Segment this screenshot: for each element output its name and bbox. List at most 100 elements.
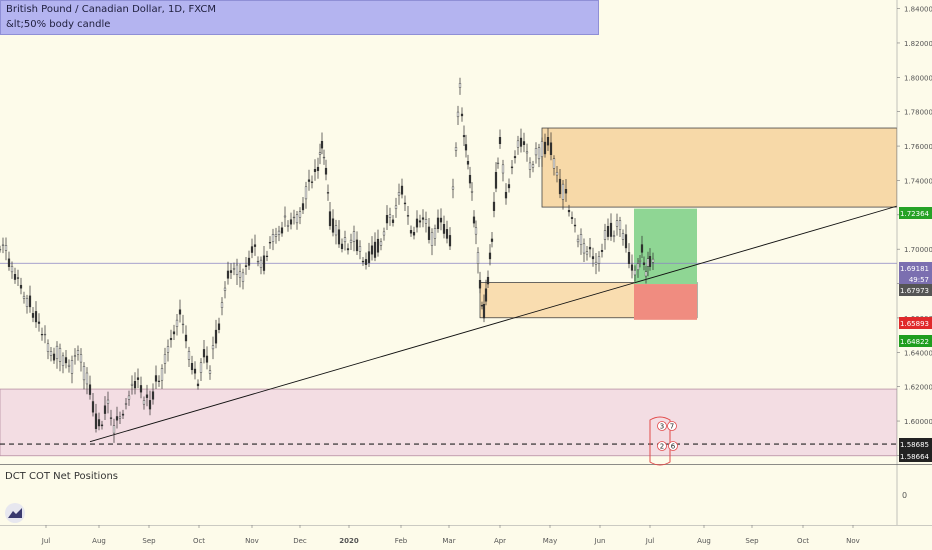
candle-body[interactable]: [466, 160, 470, 165]
candle-body[interactable]: [638, 260, 642, 262]
candle-body[interactable]: [337, 229, 341, 245]
candle-body[interactable]: [34, 311, 38, 323]
price-tag[interactable]: [899, 273, 932, 285]
candle-body[interactable]: [421, 217, 425, 220]
event-marker-icon[interactable]: [668, 441, 678, 451]
candle-body[interactable]: [470, 191, 474, 193]
candle-body[interactable]: [148, 400, 152, 410]
candle-body[interactable]: [163, 354, 167, 364]
candle-body[interactable]: [633, 269, 637, 276]
candle-body[interactable]: [442, 224, 446, 234]
candle-body[interactable]: [307, 179, 311, 182]
candle-body[interactable]: [388, 214, 392, 218]
price-tag[interactable]: [899, 262, 932, 274]
candle-body[interactable]: [445, 229, 449, 239]
candle-body[interactable]: [591, 256, 595, 260]
candle-body[interactable]: [61, 355, 65, 366]
candle-body[interactable]: [555, 172, 559, 176]
candle-body[interactable]: [286, 224, 290, 227]
candle-body[interactable]: [193, 368, 197, 374]
candle-body[interactable]: [340, 243, 344, 250]
candle-body[interactable]: [0, 248, 2, 251]
candle-body[interactable]: [492, 201, 496, 211]
candle-body[interactable]: [187, 351, 191, 360]
indicator-pane[interactable]: [0, 465, 897, 525]
candle-body[interactable]: [301, 203, 305, 211]
candle-body[interactable]: [494, 172, 498, 189]
candle-body[interactable]: [579, 234, 583, 245]
candle-body[interactable]: [292, 216, 296, 219]
candle-body[interactable]: [247, 257, 251, 266]
candle-body[interactable]: [10, 265, 14, 273]
candle-body[interactable]: [259, 259, 263, 268]
candle-body[interactable]: [403, 202, 407, 205]
candle-body[interactable]: [504, 191, 508, 199]
event-flag-icon[interactable]: [649, 416, 671, 466]
candle-body[interactable]: [145, 394, 149, 398]
candle-body[interactable]: [244, 265, 248, 267]
candle-body[interactable]: [488, 252, 492, 260]
candle-body[interactable]: [196, 383, 200, 387]
candle-body[interactable]: [343, 237, 347, 243]
candle-body[interactable]: [151, 391, 155, 400]
candle-body[interactable]: [397, 192, 401, 196]
event-marker-icon[interactable]: [657, 421, 667, 431]
candle-body[interactable]: [391, 219, 395, 223]
candle-body[interactable]: [427, 226, 431, 240]
candle-body[interactable]: [415, 218, 419, 228]
candle-body[interactable]: [91, 401, 95, 413]
candle-body[interactable]: [43, 333, 47, 336]
candle-body[interactable]: [265, 255, 269, 257]
candle-body[interactable]: [549, 142, 553, 155]
candle-body[interactable]: [229, 270, 233, 273]
candle-body[interactable]: [376, 238, 380, 253]
candle-body[interactable]: [651, 258, 655, 263]
candle-body[interactable]: [588, 246, 592, 250]
candle-body[interactable]: [594, 261, 598, 265]
candle-body[interactable]: [462, 135, 466, 138]
candle-body[interactable]: [277, 230, 281, 235]
candle-body[interactable]: [540, 141, 544, 158]
candle-body[interactable]: [331, 218, 335, 233]
candle-body[interactable]: [561, 183, 565, 200]
candle-body[interactable]: [169, 337, 173, 341]
candle-body[interactable]: [112, 425, 116, 434]
candle-body[interactable]: [621, 233, 625, 240]
candle-body[interactable]: [627, 252, 631, 264]
candle-body[interactable]: [220, 302, 224, 308]
candle-body[interactable]: [31, 313, 35, 318]
candle-body[interactable]: [385, 215, 389, 224]
candle-body[interactable]: [464, 144, 468, 151]
candle-body[interactable]: [484, 288, 488, 302]
candle-body[interactable]: [133, 381, 137, 389]
candle-body[interactable]: [436, 217, 440, 229]
candle-body[interactable]: [624, 234, 628, 249]
candle-body[interactable]: [361, 260, 365, 263]
candle-body[interactable]: [52, 353, 56, 361]
candle-body[interactable]: [139, 385, 143, 393]
candle-body[interactable]: [486, 276, 490, 285]
candle-body[interactable]: [476, 252, 480, 264]
candle-body[interactable]: [241, 272, 245, 282]
candle-body[interactable]: [256, 260, 260, 263]
candle-body[interactable]: [636, 263, 640, 271]
candle-body[interactable]: [283, 215, 287, 218]
candle-body[interactable]: [58, 347, 62, 362]
candle-body[interactable]: [646, 258, 650, 267]
candle-body[interactable]: [70, 359, 74, 374]
candle-body[interactable]: [322, 156, 326, 159]
candle-body[interactable]: [552, 158, 556, 169]
candle-body[interactable]: [324, 167, 328, 175]
candle-body[interactable]: [289, 219, 293, 225]
candle-body[interactable]: [250, 246, 254, 253]
candle-body[interactable]: [280, 227, 284, 234]
candle-body[interactable]: [513, 156, 517, 159]
candle-body[interactable]: [253, 244, 257, 247]
candle-body[interactable]: [82, 366, 86, 381]
candle-body[interactable]: [85, 372, 89, 385]
candle-body[interactable]: [615, 220, 619, 227]
candle-body[interactable]: [318, 152, 322, 155]
candle-body[interactable]: [507, 184, 511, 189]
candle-body[interactable]: [136, 377, 140, 380]
candle-body[interactable]: [49, 351, 53, 356]
